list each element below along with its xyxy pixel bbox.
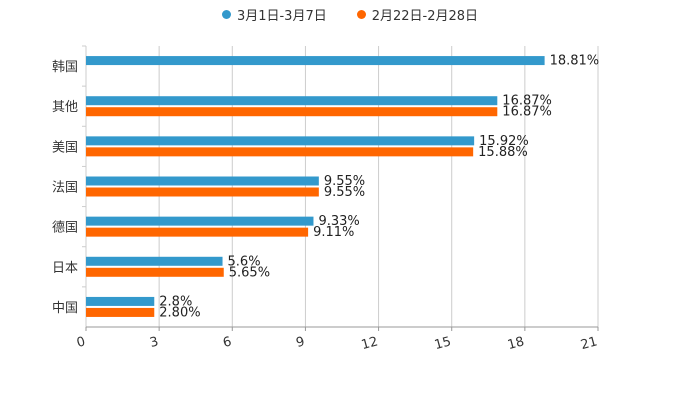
data-label: 15.92% xyxy=(479,134,529,149)
x-tick-label: 0 xyxy=(75,334,87,351)
legend-item-series-1[interactable]: 3月1日-3月7日 xyxy=(221,5,327,24)
data-label: 9.11% xyxy=(313,225,354,240)
bar xyxy=(86,147,474,157)
y-tick-label: 日本 xyxy=(52,261,78,276)
bar xyxy=(86,256,223,266)
bar xyxy=(86,227,309,237)
y-tick-label: 法国 xyxy=(52,181,78,196)
y-tick-label: 中国 xyxy=(52,301,78,316)
bar xyxy=(86,267,224,277)
legend-label-series-2: 2月22日-2月28日 xyxy=(371,9,479,24)
bar xyxy=(86,187,319,197)
y-tick-label: 其他 xyxy=(52,100,78,115)
y-tick-label: 韩国 xyxy=(52,60,78,75)
bar xyxy=(86,136,475,146)
bar xyxy=(86,96,498,106)
bar xyxy=(86,216,314,226)
data-label: 15.88% xyxy=(478,145,528,160)
x-tick-label: 15 xyxy=(433,334,453,353)
legend-dot-series-1 xyxy=(221,10,231,19)
bar xyxy=(86,176,319,186)
bar xyxy=(86,307,155,317)
y-tick-label: 美国 xyxy=(52,140,78,155)
x-tick-label: 12 xyxy=(360,334,380,353)
x-tick-label: 6 xyxy=(221,334,233,351)
bar xyxy=(86,107,498,117)
data-label: 9.55% xyxy=(324,174,365,189)
data-label: 9.55% xyxy=(324,185,365,200)
data-label: 2.8% xyxy=(159,294,192,309)
data-label: 9.33% xyxy=(318,214,359,229)
y-tick-label: 德国 xyxy=(52,221,78,236)
data-label: 18.81% xyxy=(550,54,600,69)
data-label: 16.87% xyxy=(502,94,552,109)
bar xyxy=(86,296,155,306)
legend-label-series-1: 3月1日-3月7日 xyxy=(236,9,327,24)
x-tick-label: 18 xyxy=(506,334,526,353)
x-tick-label: 9 xyxy=(295,334,307,351)
legend-dot-series-2 xyxy=(356,10,366,19)
data-label: 5.6% xyxy=(228,254,261,269)
data-label: 16.87% xyxy=(502,105,552,120)
bar xyxy=(86,56,545,66)
data-label: 2.80% xyxy=(159,305,200,320)
data-label: 5.65% xyxy=(229,265,270,280)
legend-item-series-2[interactable]: 2月22日-2月28日 xyxy=(356,5,479,24)
legend: 3月1日-3月7日 2月22日-2月28日 xyxy=(0,5,700,24)
x-tick-label: 21 xyxy=(579,334,599,353)
x-tick-label: 3 xyxy=(148,334,160,351)
